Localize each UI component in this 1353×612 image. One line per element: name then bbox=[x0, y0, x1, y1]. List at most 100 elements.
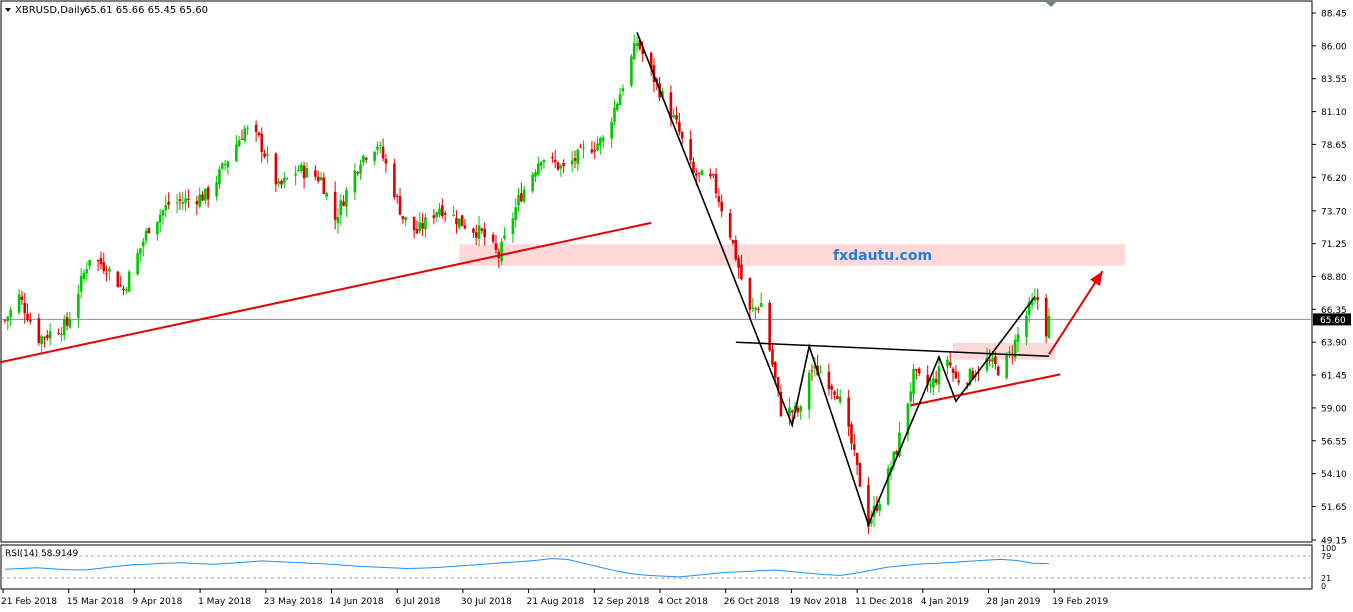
price-axis-label: 61.45 bbox=[1321, 372, 1347, 382]
candle-body bbox=[838, 396, 842, 403]
candle-body bbox=[570, 160, 574, 165]
price-axis-label: 49.15 bbox=[1321, 537, 1347, 547]
time-axis-label: 4 Oct 2018 bbox=[658, 597, 708, 607]
candle-body bbox=[536, 163, 540, 175]
candle-body bbox=[395, 195, 399, 197]
main-plot-frame bbox=[0, 0, 1313, 543]
price-axis-label: 54.10 bbox=[1321, 470, 1347, 480]
candle-body bbox=[6, 316, 10, 321]
candle-body bbox=[720, 201, 723, 212]
price-axis-label: 81.10 bbox=[1321, 108, 1347, 118]
candle-body bbox=[421, 222, 424, 229]
candle-body bbox=[630, 56, 633, 86]
candle-body bbox=[1013, 339, 1017, 358]
candle-body bbox=[697, 172, 701, 174]
price-axis-label: 56.55 bbox=[1321, 437, 1347, 447]
candle-body bbox=[378, 145, 382, 147]
candle-body bbox=[299, 164, 303, 172]
candle-body bbox=[254, 124, 258, 132]
candle-body bbox=[280, 180, 283, 185]
candle-body bbox=[302, 165, 306, 179]
candle-body bbox=[283, 177, 286, 183]
price-axis-label: 71.25 bbox=[1321, 240, 1347, 250]
candle-body bbox=[235, 144, 238, 162]
candle-body bbox=[316, 176, 320, 182]
candle-body bbox=[285, 178, 289, 180]
candle-body bbox=[77, 293, 80, 318]
candle-body bbox=[99, 257, 103, 265]
candle-body bbox=[181, 202, 185, 204]
candle-body bbox=[734, 240, 738, 260]
candle-body bbox=[65, 317, 69, 326]
candle-body bbox=[1016, 334, 1020, 342]
candle-body bbox=[376, 146, 379, 150]
lower-trendline bbox=[910, 373, 1061, 407]
candle-body bbox=[1036, 297, 1040, 300]
candle-body bbox=[1047, 315, 1051, 339]
candle-body bbox=[531, 174, 534, 192]
time-axis-label: 30 Jul 2018 bbox=[461, 597, 512, 607]
candle-body bbox=[373, 151, 376, 161]
candle-body bbox=[342, 201, 345, 206]
candle-body bbox=[751, 307, 755, 309]
candle-body bbox=[661, 90, 664, 98]
candle-body bbox=[125, 289, 128, 291]
candle-body bbox=[353, 170, 357, 193]
candle-body bbox=[1027, 301, 1031, 315]
candle-body bbox=[345, 190, 348, 207]
candle-body bbox=[954, 371, 958, 379]
candle-body bbox=[996, 366, 1000, 376]
candle-body bbox=[29, 319, 32, 322]
candle-body bbox=[500, 241, 503, 262]
chart-shift-marker[interactable] bbox=[1046, 2, 1056, 7]
rsi-axis-label: 0 bbox=[1321, 582, 1326, 591]
candle-body bbox=[218, 169, 221, 185]
candle-body bbox=[1033, 298, 1037, 301]
candle-body bbox=[404, 217, 407, 221]
candle-body bbox=[206, 187, 210, 200]
candle-body bbox=[20, 296, 24, 301]
candle-body bbox=[364, 158, 368, 160]
candle-body bbox=[915, 369, 918, 371]
candle-body bbox=[178, 199, 182, 202]
candle-body bbox=[579, 146, 582, 148]
projection-arrow-shaft bbox=[1048, 270, 1104, 355]
candle-body bbox=[926, 374, 929, 385]
candle-body bbox=[590, 149, 594, 153]
candle-body bbox=[220, 163, 224, 169]
candle-body bbox=[562, 163, 565, 167]
time-axis-label: 28 Jan 2019 bbox=[987, 597, 1041, 607]
candle-body bbox=[946, 359, 949, 367]
candle-body bbox=[957, 380, 961, 383]
candle-body bbox=[460, 215, 464, 226]
candle-body bbox=[711, 174, 715, 176]
price-axis-label: 88.45 bbox=[1321, 10, 1347, 20]
candle-body bbox=[184, 198, 187, 203]
candle-body bbox=[187, 198, 190, 201]
candle-body bbox=[1030, 301, 1034, 306]
price-axis-label: 73.70 bbox=[1321, 207, 1347, 217]
time-axis-label: 11 Dec 2018 bbox=[855, 597, 913, 607]
candle-body bbox=[393, 163, 396, 198]
neckline bbox=[735, 341, 1050, 358]
time-axis-label: 1 May 2018 bbox=[198, 597, 251, 607]
time-axis-label: 21 Feb 2018 bbox=[1, 597, 57, 607]
candle-body bbox=[790, 410, 794, 413]
candle-body bbox=[314, 170, 317, 177]
candle-body bbox=[336, 217, 340, 224]
candle-body bbox=[556, 162, 560, 170]
price-axis-label: 78.65 bbox=[1321, 141, 1347, 151]
candle-body bbox=[610, 121, 613, 139]
candle-body bbox=[503, 235, 506, 239]
triangle-down-icon[interactable] bbox=[5, 8, 11, 12]
candle-body bbox=[116, 271, 120, 288]
candle-body bbox=[144, 230, 148, 241]
candle-body bbox=[325, 192, 328, 197]
candle-body bbox=[799, 406, 802, 412]
candle-body bbox=[136, 253, 139, 275]
candle-body bbox=[266, 154, 269, 157]
candle-body bbox=[520, 193, 523, 202]
candle-body bbox=[582, 147, 585, 149]
